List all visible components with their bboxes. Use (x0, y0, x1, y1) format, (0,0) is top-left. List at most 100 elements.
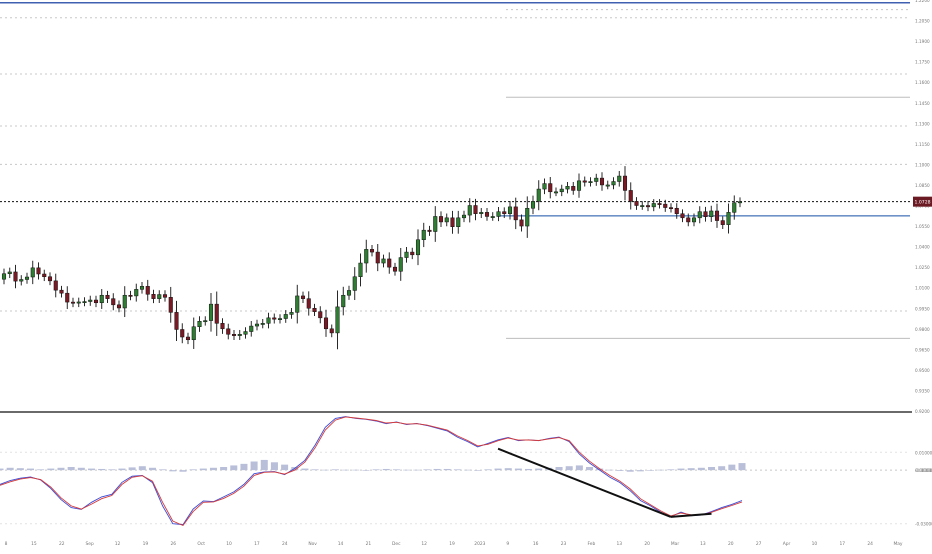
last-price-tag: 1.0728 (913, 196, 932, 207)
signal-line (0, 416, 743, 527)
bear-candle (369, 249, 375, 253)
bull-candle (341, 294, 346, 308)
histogram-bar (138, 466, 146, 471)
divergence-trendline[interactable] (670, 512, 712, 518)
histogram-bar (189, 469, 197, 471)
bull-candle (398, 257, 403, 272)
bull-candle (691, 217, 697, 223)
price-tick-label: 1.0850 (915, 183, 930, 188)
histogram-bar (514, 468, 522, 471)
bear-candle (663, 203, 668, 208)
price-tick-label: 1.0550 (915, 224, 930, 229)
bear-candle (111, 298, 116, 306)
bull-candle (490, 216, 495, 218)
price-panel (0, 1, 912, 413)
bull-candle (295, 295, 300, 313)
bear-candle (272, 317, 277, 320)
bull-candle (266, 317, 271, 324)
bull-candle (433, 216, 438, 232)
bear-candle (220, 323, 225, 330)
bear-candle (151, 294, 156, 299)
bull-candle (467, 205, 472, 216)
price-tick-label: 0.9500 (915, 368, 930, 373)
bear-candle (42, 273, 47, 277)
bull-candle (588, 181, 593, 183)
bear-candle (168, 297, 173, 313)
bear-candle (686, 217, 691, 223)
x-tick-label: 12 (421, 541, 427, 547)
indicator-tick-label: 0.00000 (915, 468, 932, 473)
histogram-bar (484, 469, 492, 471)
bull-candle (289, 312, 294, 315)
bull-candle (249, 325, 254, 332)
bear-candle (714, 210, 720, 221)
bull-candle (553, 191, 559, 194)
histogram-bar (707, 467, 716, 471)
histogram-bar (342, 469, 350, 471)
bear-candle (519, 219, 524, 227)
bear-candle (628, 190, 633, 202)
bear-candle (410, 251, 415, 256)
bull-candle (237, 334, 242, 336)
x-tick-label: 17 (254, 541, 260, 547)
histogram-bar (0, 468, 4, 471)
bear-candle (93, 299, 99, 304)
x-tick-label: May (893, 541, 902, 547)
histogram-bar (16, 468, 24, 471)
indicator-tick-label: -0.03000 (915, 522, 932, 527)
histogram-bar (301, 468, 309, 471)
histogram-bar (77, 467, 85, 471)
histogram-bar (718, 466, 726, 471)
histogram-bar (626, 470, 634, 472)
bear-candle (128, 294, 133, 297)
bull-candle (203, 320, 208, 323)
bear-candle (657, 203, 662, 205)
bull-candle (617, 175, 622, 182)
x-tick-label: Apr (783, 541, 791, 547)
histogram-bar (98, 468, 106, 471)
x-tick-label: Oct (197, 541, 205, 547)
histogram-bar (67, 467, 75, 471)
bull-candle (651, 203, 656, 208)
histogram-bar (504, 468, 512, 471)
x-tick-label: 19 (143, 541, 149, 547)
bear-candle (582, 180, 587, 183)
bull-candle (737, 201, 743, 204)
histogram-bar (535, 468, 543, 471)
histogram-bar (392, 469, 400, 471)
histogram-bar (464, 469, 472, 471)
bull-candle (197, 321, 202, 327)
histogram-bar (413, 469, 421, 471)
bull-candle (479, 212, 484, 214)
bull-candle (30, 267, 35, 278)
bear-candle (513, 206, 518, 221)
histogram-bar (382, 468, 390, 471)
histogram-bar (616, 470, 624, 471)
bear-candle (300, 295, 306, 299)
last-price-label: 1.0728 (915, 199, 931, 205)
x-tick-label: 12 (115, 541, 121, 547)
bull-candle (611, 181, 616, 186)
histogram-bar (311, 469, 319, 471)
bear-candle (548, 183, 553, 193)
bull-candle (24, 276, 30, 280)
x-tick-label: 17 (839, 541, 845, 547)
price-tick-label: 1.1000 (915, 162, 930, 167)
divergence-trendline[interactable] (497, 447, 672, 518)
bear-candle (502, 211, 507, 214)
bull-candle (76, 301, 81, 304)
bear-candle (634, 201, 639, 206)
x-tick-label: Nov (308, 541, 317, 547)
x-tick-label: 27 (756, 541, 762, 547)
histogram-bar (697, 467, 705, 471)
histogram-bar (586, 467, 594, 471)
bear-candle (312, 308, 317, 312)
bull-candle (19, 279, 24, 282)
bear-candle (392, 266, 398, 272)
indicator-panel (0, 416, 910, 527)
histogram-bar (565, 466, 573, 471)
histogram-bar (148, 467, 156, 471)
bear-candle (47, 276, 53, 282)
x-tick-label: 2023 (474, 541, 485, 547)
